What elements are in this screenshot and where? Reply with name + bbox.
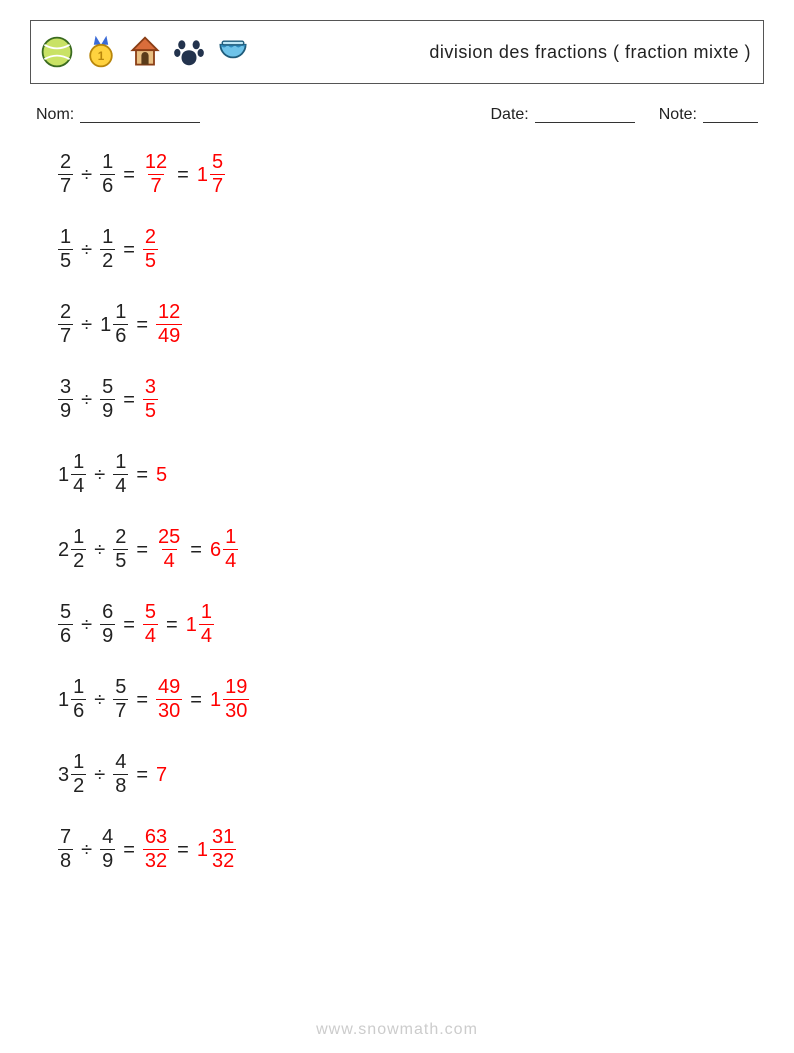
problem-row: 15÷12=25	[58, 227, 764, 272]
date-blank[interactable]	[535, 108, 635, 123]
operator: ÷	[94, 765, 105, 785]
operator: ÷	[81, 615, 92, 635]
dog-house-icon	[127, 34, 163, 70]
operator: ÷	[94, 465, 105, 485]
meta-row: Nom: Date: Note:	[36, 106, 758, 124]
operator: ÷	[81, 315, 92, 335]
answer: 11930	[210, 677, 249, 722]
equals-sign: =	[177, 165, 189, 185]
problem-row: 27÷16=127=157	[58, 152, 764, 197]
equals-sign: =	[136, 315, 148, 335]
equals-sign: =	[123, 240, 135, 260]
equals-sign: =	[190, 540, 202, 560]
paw-icon	[171, 34, 207, 70]
answer: 4930	[156, 677, 182, 722]
answer: 25	[143, 227, 158, 272]
problem-row: 27÷116=1249	[58, 302, 764, 347]
problem-row: 39÷59=35	[58, 377, 764, 422]
equals-sign: =	[136, 465, 148, 485]
equals-sign: =	[166, 615, 178, 635]
operator: ÷	[81, 840, 92, 860]
problem-row: 116÷57=4930=11930	[58, 677, 764, 722]
note-blank[interactable]	[703, 108, 758, 123]
answer: 6332	[143, 827, 169, 872]
operator: ÷	[81, 165, 92, 185]
answer: 1249	[156, 302, 182, 347]
operator: ÷	[81, 390, 92, 410]
problem-row: 212÷25=254=614	[58, 527, 764, 572]
problem-list: 27÷16=127=15715÷12=2527÷116=124939÷59=35…	[58, 152, 764, 872]
meta-name: Nom:	[36, 106, 200, 124]
operator: ÷	[81, 240, 92, 260]
operator: ÷	[94, 540, 105, 560]
answer: 254	[156, 527, 182, 572]
equals-sign: =	[123, 840, 135, 860]
answer: 54	[143, 602, 158, 647]
answer: 13132	[197, 827, 236, 872]
answer: 157	[197, 152, 225, 197]
name-blank[interactable]	[80, 108, 200, 123]
answer: 5	[156, 465, 167, 485]
operator: ÷	[94, 690, 105, 710]
svg-text:1: 1	[98, 50, 105, 63]
answer: 114	[186, 602, 214, 647]
equals-sign: =	[190, 690, 202, 710]
fish-bowl-icon	[215, 34, 251, 70]
problem-row: 56÷69=54=114	[58, 602, 764, 647]
name-label: Nom:	[36, 106, 74, 124]
answer: 35	[143, 377, 158, 422]
watermark: www.snowmath.com	[0, 1021, 794, 1039]
equals-sign: =	[123, 615, 135, 635]
problem-row: 312÷48=7	[58, 752, 764, 797]
date-label: Date:	[491, 106, 529, 124]
problem-row: 78÷49=6332=13132	[58, 827, 764, 872]
answer: 614	[210, 527, 238, 572]
equals-sign: =	[136, 540, 148, 560]
header-box: 1 division des fractio	[30, 20, 764, 84]
equals-sign: =	[123, 390, 135, 410]
worksheet-page: 1 division des fractio	[0, 0, 794, 1053]
equals-sign: =	[177, 840, 189, 860]
equals-sign: =	[136, 690, 148, 710]
answer: 127	[143, 152, 169, 197]
tennis-ball-icon	[39, 34, 75, 70]
header-icons: 1	[39, 34, 251, 70]
note-label: Note:	[659, 106, 697, 124]
problem-row: 114÷14=5	[58, 452, 764, 497]
answer: 7	[156, 765, 167, 785]
worksheet-title: division des fractions ( fraction mixte …	[429, 42, 751, 63]
equals-sign: =	[123, 165, 135, 185]
medal-icon: 1	[83, 34, 119, 70]
equals-sign: =	[136, 765, 148, 785]
